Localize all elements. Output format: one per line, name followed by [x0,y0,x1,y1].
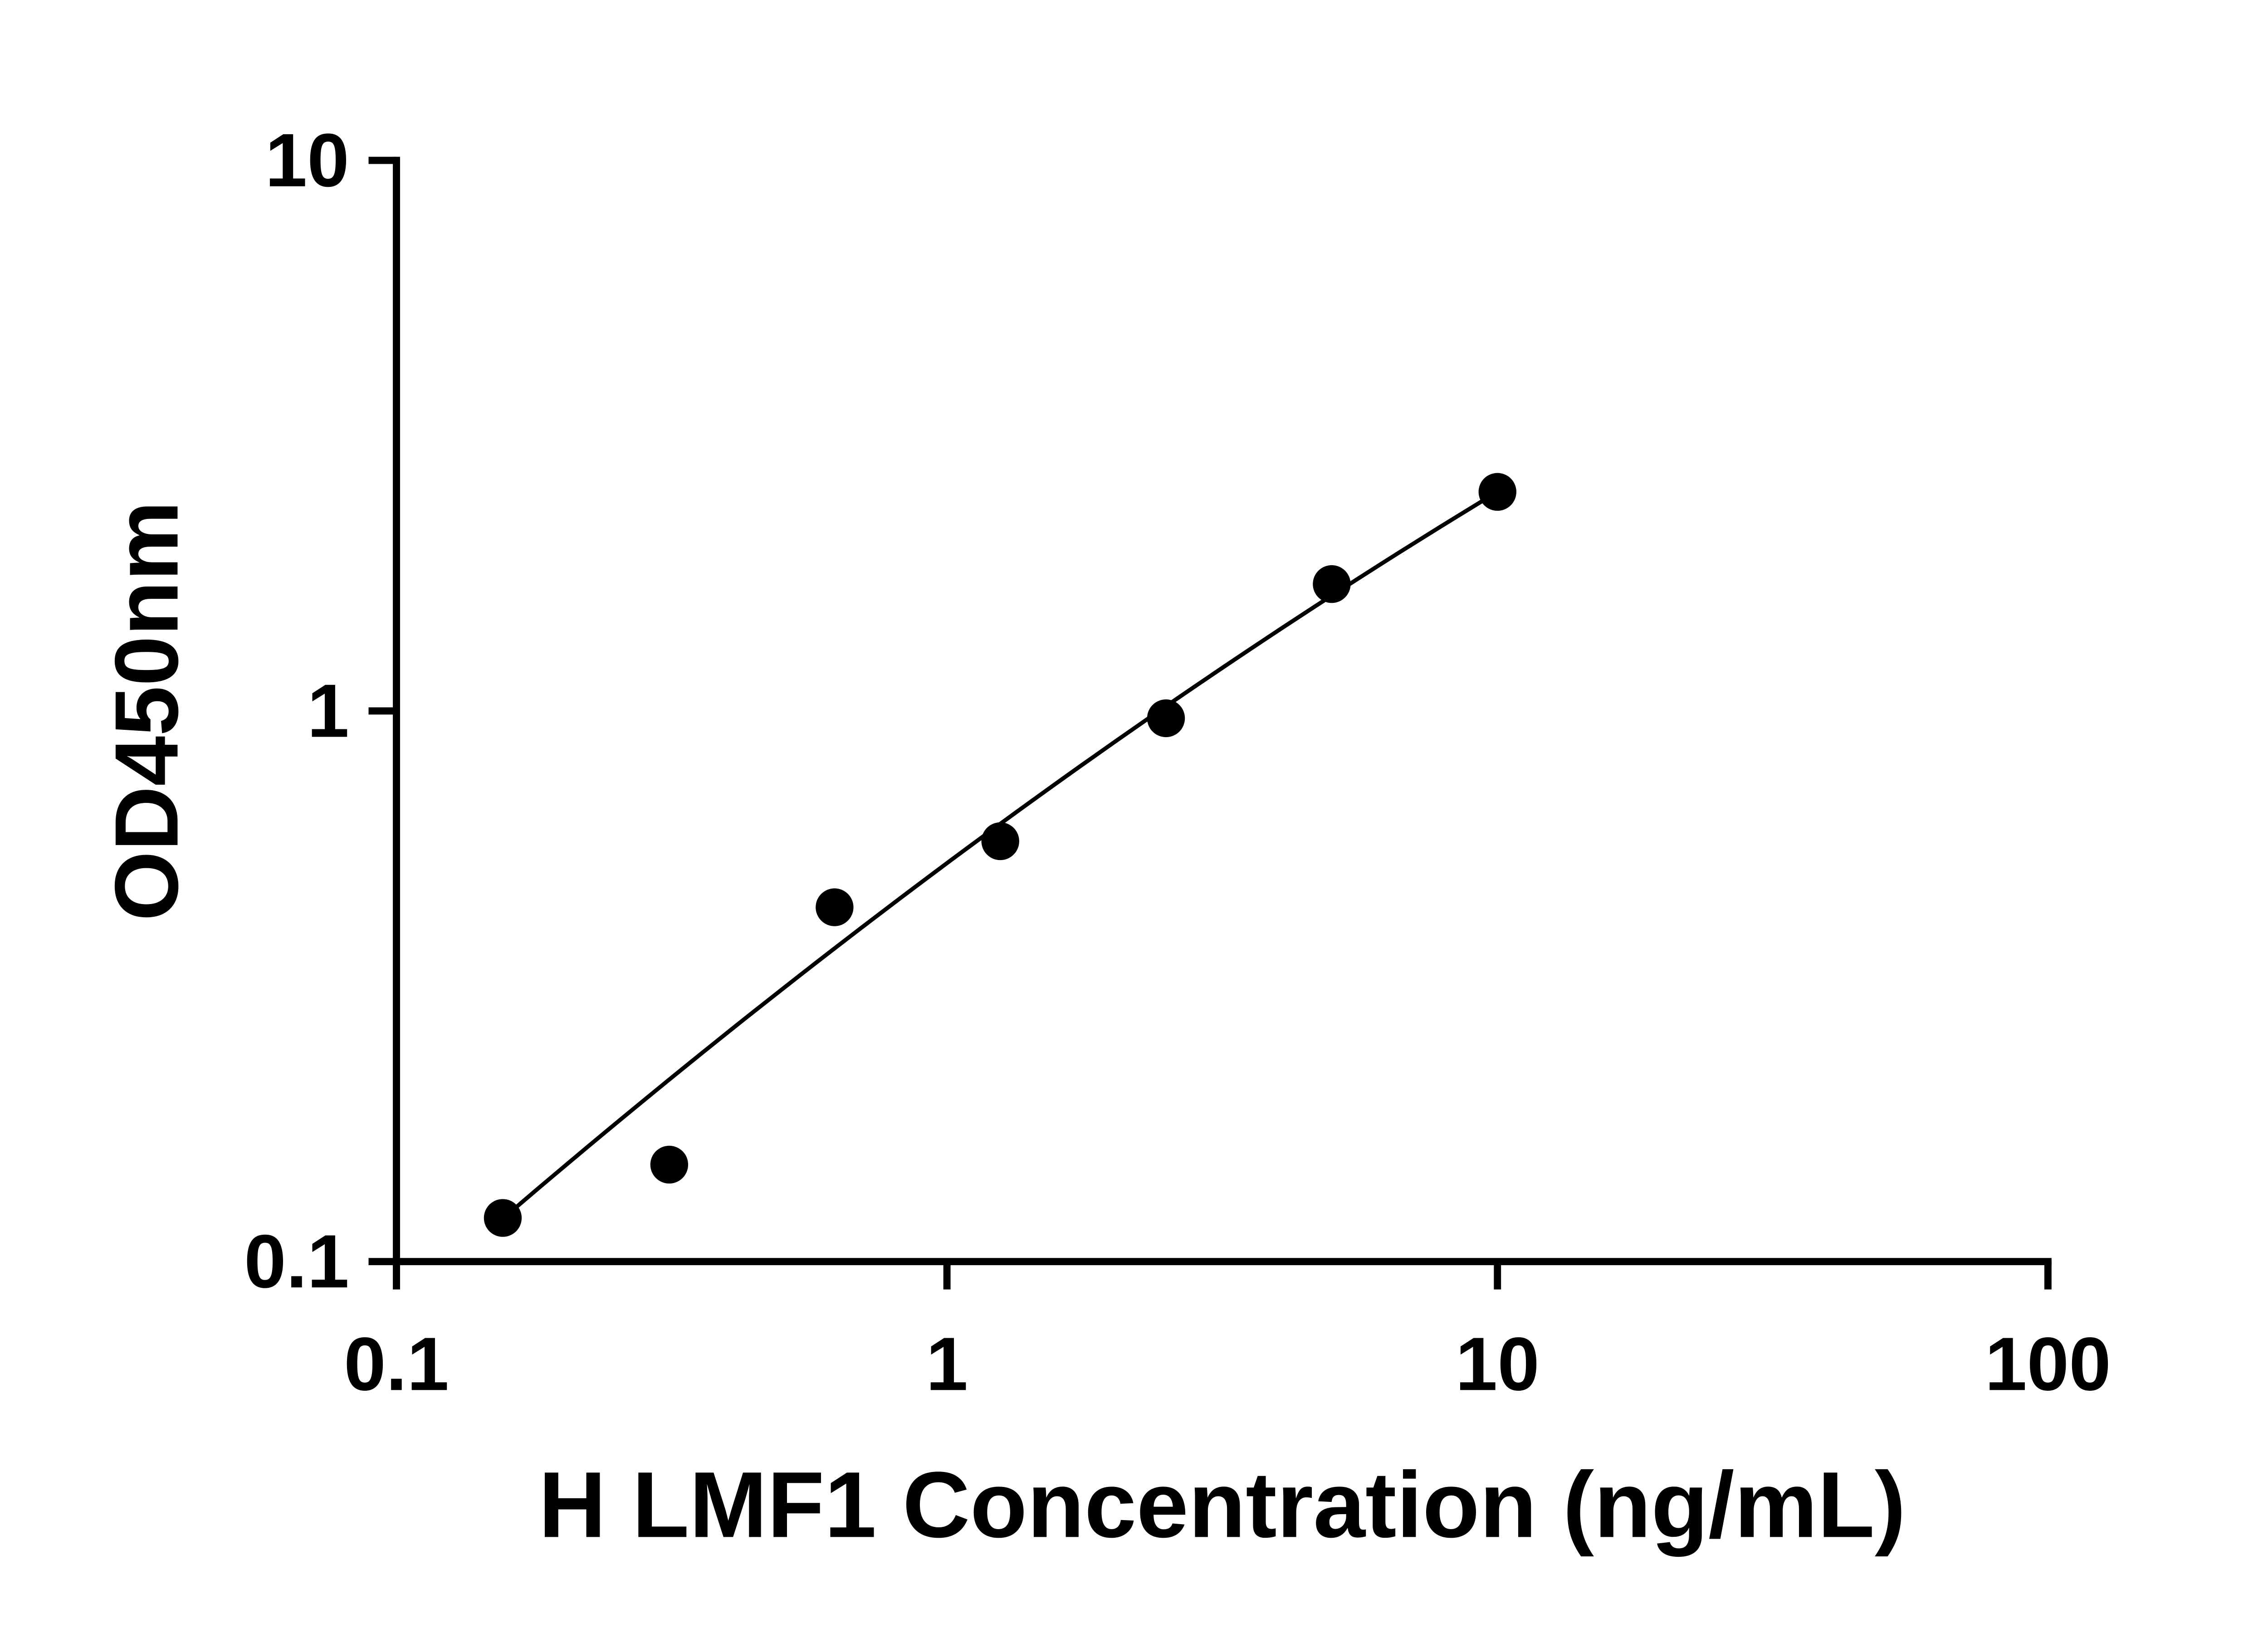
data-point [484,1199,522,1237]
data-point [816,888,854,926]
data-point [650,1145,689,1184]
y-axis-tick-label: 1 [307,669,349,753]
data-point [1147,699,1185,738]
data-point [1313,565,1351,603]
x-axis-tick-label: 100 [1985,1322,2111,1406]
data-point [981,822,1019,861]
y-axis-tick-label: 10 [265,118,349,203]
x-axis-tick-label: 10 [1456,1322,1540,1406]
y-axis-tick-label: 0.1 [244,1219,349,1304]
data-point [1478,473,1516,511]
y-axis-title: OD450nm [96,501,197,921]
x-axis-title: H LMF1 Concentration (ng/mL) [538,1452,1906,1557]
x-axis-tick-label: 1 [926,1322,968,1406]
x-axis-tick-label: 0.1 [344,1322,449,1406]
axes-frame [393,156,2052,1266]
